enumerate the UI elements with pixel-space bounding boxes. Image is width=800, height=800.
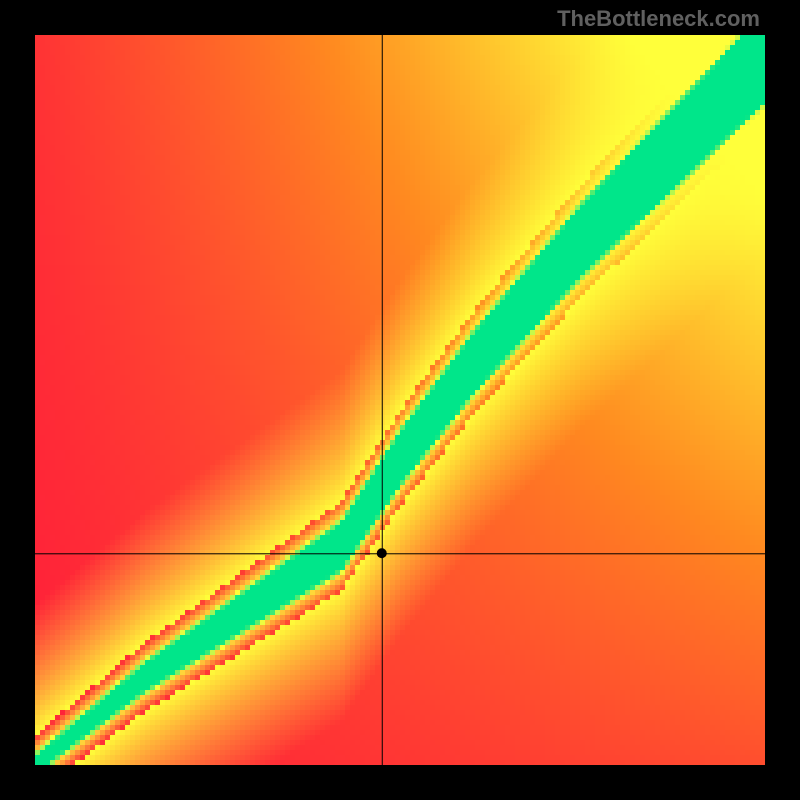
heatmap-canvas <box>35 35 765 765</box>
plot-area <box>35 35 765 765</box>
chart-outer-frame: TheBottleneck.com <box>0 0 800 800</box>
watermark-text: TheBottleneck.com <box>557 6 760 32</box>
